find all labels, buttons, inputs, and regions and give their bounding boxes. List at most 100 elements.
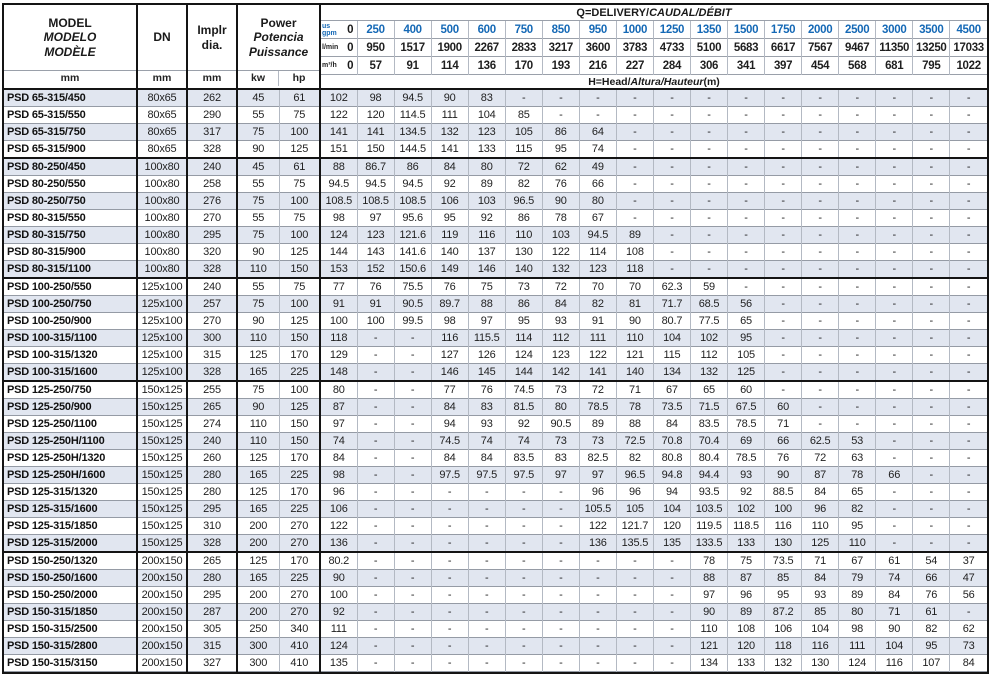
head-value-cell: 96: [727, 586, 765, 604]
head-value-cell: -: [912, 295, 950, 313]
head-value-cell: 96: [578, 483, 617, 501]
head-value-cell: -: [356, 603, 395, 621]
impeller-cell: 295: [187, 226, 238, 244]
head-value-cell: -: [764, 312, 802, 330]
head-value-cell: -: [764, 192, 802, 210]
kw-cell: 75: [237, 123, 280, 141]
flow-header-row-lmin: l/min 0 950 1517 1900 2267 2833 3217 3600 3783 4…: [4, 38, 987, 57]
head-value-cell: 141: [578, 363, 617, 381]
head-value-cell: -: [652, 243, 691, 261]
head-value-cell: -: [689, 106, 728, 124]
head-value-cell: 53: [838, 432, 876, 450]
kw-cell: 90: [237, 398, 280, 416]
head-value-cell: 151: [329, 143, 348, 155]
head-value-cell: 102: [329, 92, 348, 104]
head-value-cell: -: [356, 517, 395, 535]
impeller-cell: 328: [187, 140, 238, 158]
head-value-cell: 71: [875, 603, 913, 621]
head-value-cell: -: [689, 158, 728, 176]
head-value-cell: 84: [430, 398, 469, 416]
head-value-cell: 121: [689, 637, 728, 655]
head-value-cell: -: [356, 620, 395, 638]
head-value-cell: -: [652, 260, 691, 278]
flow-header-value: 1900: [430, 38, 469, 57]
head-value-cell: 84: [949, 654, 987, 672]
head-value-cell: 123: [541, 346, 580, 364]
lmin-unit-label: l/min: [322, 44, 339, 51]
head-value-cell: 89: [838, 586, 876, 604]
hp-cell: 225: [279, 569, 321, 587]
head-value-cell: 122: [578, 517, 617, 535]
head-value-cell: -: [801, 295, 839, 313]
head-value-cell: 70: [615, 278, 654, 296]
head-value-cell: 89.7: [430, 295, 469, 313]
impeller-label-line2: dia.: [201, 37, 223, 52]
head-value-cell: 97.5: [504, 466, 543, 484]
head-value-cell: -: [801, 106, 839, 124]
head-value-cell: -: [652, 192, 691, 210]
head-value-cell: 49: [578, 158, 617, 176]
flow-header-value: 227: [615, 56, 654, 75]
head-value-cell: -: [615, 175, 654, 193]
head-value-cell: -: [393, 432, 432, 450]
head-value-cell: -: [912, 106, 950, 124]
kw-cell: 90: [237, 140, 280, 158]
head-value-cell: -: [578, 569, 617, 587]
head-value-cell: -: [801, 363, 839, 381]
head-value-cell: -: [764, 363, 802, 381]
head-value-cell: 116: [430, 329, 469, 347]
head-value-cell: -: [727, 158, 765, 176]
head-value-cell: 96.5: [504, 192, 543, 210]
head-value-cell: 95: [727, 329, 765, 347]
head-value-cell: 116: [764, 517, 802, 535]
flow-header-value: 3783: [615, 38, 654, 57]
head-value-cell: -: [393, 603, 432, 621]
power-unit-hp: hp: [292, 72, 306, 84]
flow-header-row-usgpm: us gpm 0 250 400 500 600 750 850 950 1000 1250 135…: [4, 20, 987, 39]
head-value-cell: -: [912, 415, 950, 433]
hp-cell: 170: [279, 552, 321, 570]
head-value-cell: 133.5: [689, 534, 728, 552]
delivery-title: Q=DELIVERY/CAUDAL/DÉBIT: [320, 5, 987, 21]
head-value-cell: 83: [541, 449, 580, 467]
head-value-cell: -: [467, 637, 506, 655]
impeller-cell: 328: [187, 260, 238, 278]
impeller-cell: 280: [187, 466, 238, 484]
hp-cell: 61: [279, 89, 321, 107]
head-value-cell: 76: [912, 586, 950, 604]
head-value-cell: -: [430, 517, 469, 535]
head-value-cell: 116: [801, 637, 839, 655]
impeller-unit: mm: [188, 70, 236, 86]
head-value-cell: -: [356, 398, 395, 416]
head-value-cell: 108.5: [325, 195, 353, 207]
head-value-cell: 66: [875, 466, 913, 484]
kw-cell: 165: [237, 500, 280, 518]
head-value-cell: -: [764, 123, 802, 141]
impeller-cell: 265: [187, 398, 238, 416]
head-value-cell: -: [801, 209, 839, 227]
head-value-cell: -: [838, 158, 876, 176]
head-value-cell: 124: [504, 346, 543, 364]
head-value-cell: -: [838, 192, 876, 210]
head-value-cell: 97: [332, 418, 345, 430]
model-cell: PSD 150-315/2800: [4, 637, 138, 655]
table-row: PSD 125-250/750 150x125 255 75 100 80- -77 76 74…: [4, 381, 987, 399]
usgpm-unit-cell: us gpm 0: [320, 21, 357, 39]
head-value-cell: -: [504, 586, 543, 604]
head-value-cell: 87.2: [764, 603, 802, 621]
impeller-cell: 276: [187, 192, 238, 210]
flow-header-value: 5100: [689, 38, 728, 57]
head-value-cell: 66: [764, 432, 802, 450]
flow-header-value: 1022: [949, 56, 987, 75]
head-value-cell: 141: [329, 126, 348, 138]
head-value-cell: -: [356, 534, 395, 552]
head-value-cell: 121.6: [393, 226, 432, 244]
head-value-cell: 78.5: [727, 415, 765, 433]
head-value-cell: 75: [727, 552, 765, 570]
head-value-cell: -: [949, 192, 987, 210]
head-value-cell: -: [430, 603, 469, 621]
head-value-cell: -: [912, 140, 950, 158]
head-value-cell: 82: [838, 500, 876, 518]
head-value-cell: 127: [430, 346, 469, 364]
head-value-cell: 94.5: [328, 178, 350, 190]
